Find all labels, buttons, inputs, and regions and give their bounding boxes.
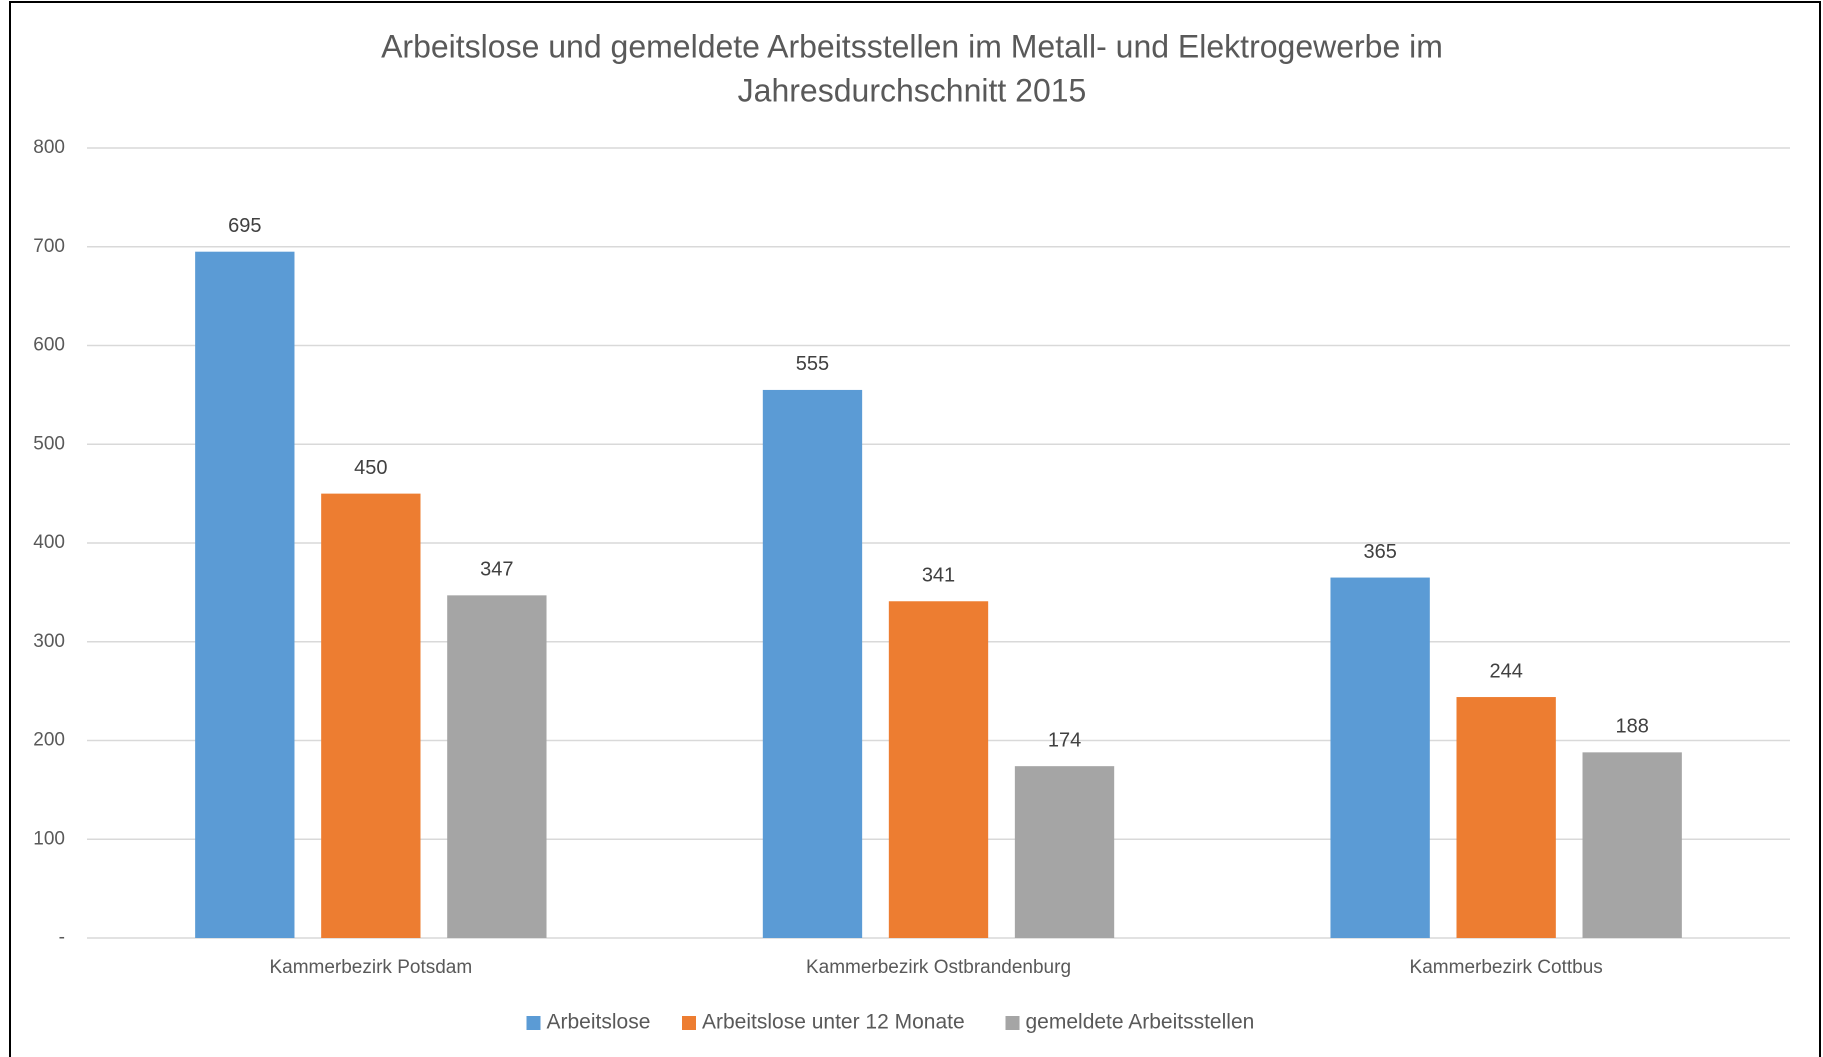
data-label: 188	[1616, 716, 1649, 738]
bar	[321, 493, 421, 938]
y-tick-label: 800	[33, 137, 65, 158]
data-label: 174	[1048, 729, 1081, 751]
bar	[1330, 577, 1430, 938]
y-tick-label: 700	[33, 236, 65, 257]
data-label: 347	[480, 559, 513, 581]
x-tick-label: Kammerbezirk Ostbrandenburg	[806, 957, 1071, 978]
y-tick-label: -	[59, 927, 65, 948]
bar	[1014, 766, 1115, 938]
bar	[762, 389, 863, 938]
bar	[888, 601, 989, 938]
x-tick-label: Kammerbezirk Potsdam	[269, 957, 472, 978]
bar	[1456, 697, 1556, 938]
legend-swatch	[1005, 1016, 1020, 1030]
y-tick-label: 400	[33, 532, 65, 553]
chart-title: Jahresdurchschnitt 2015	[738, 72, 1087, 108]
data-label: 450	[354, 457, 387, 479]
legend-swatch	[682, 1016, 696, 1030]
y-tick-label: 600	[33, 335, 65, 356]
y-tick-label: 500	[33, 433, 65, 454]
data-label: 244	[1489, 660, 1522, 682]
y-tick-label: 300	[33, 631, 65, 652]
chart-title: Arbeitslose und gemeldete Arbeitsstellen…	[381, 28, 1443, 64]
data-label: 555	[796, 353, 829, 375]
legend-label: Arbeitslose	[547, 1011, 651, 1034]
data-label: 365	[1363, 541, 1396, 563]
legend-label: gemeldete Arbeitsstellen	[1026, 1011, 1255, 1034]
legend-swatch	[526, 1016, 541, 1030]
x-tick-label: Kammerbezirk Cottbus	[1410, 957, 1603, 978]
bar	[1582, 752, 1682, 938]
bar	[195, 251, 295, 938]
y-tick-label: 100	[33, 828, 65, 849]
data-label: 341	[922, 565, 955, 587]
legend-label: Arbeitslose unter 12 Monate	[702, 1011, 965, 1034]
data-label: 695	[228, 215, 261, 237]
y-tick-label: 200	[33, 730, 65, 751]
bar	[447, 595, 547, 938]
